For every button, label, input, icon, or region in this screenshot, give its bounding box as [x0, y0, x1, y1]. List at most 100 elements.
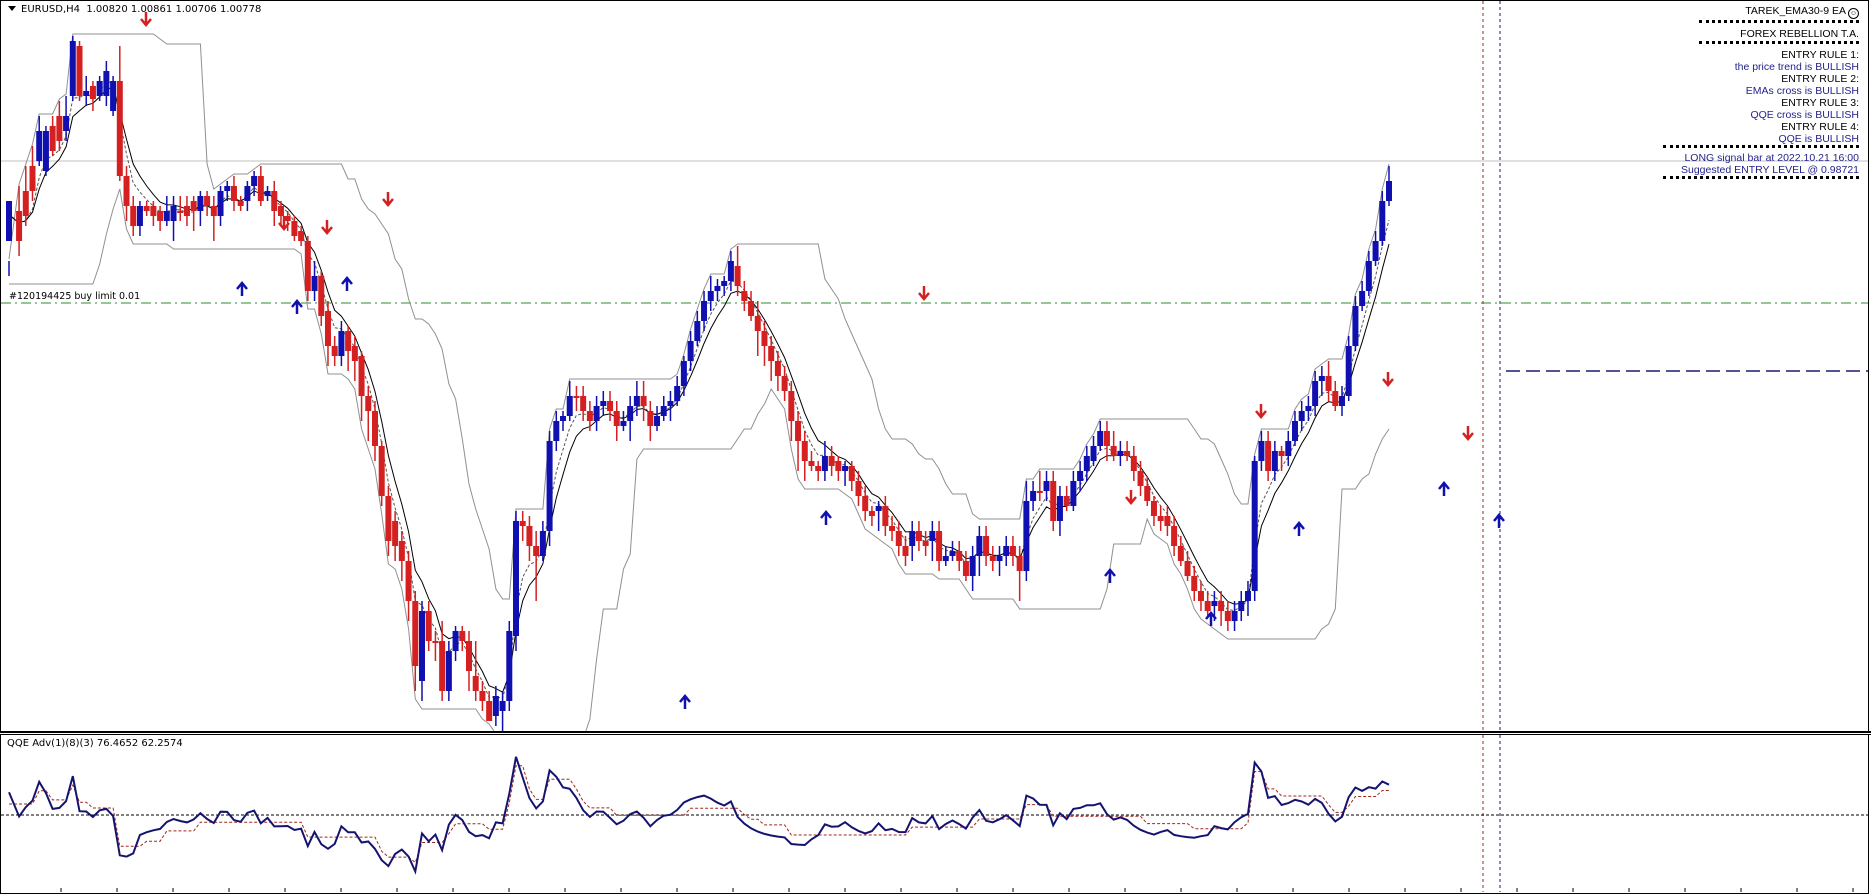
buy-signal-arrow-icon [1104, 568, 1116, 583]
candlestick [1184, 551, 1191, 581]
candle-body [116, 81, 123, 176]
candle-body [539, 531, 546, 556]
candlestick [405, 551, 412, 621]
candle-body [22, 191, 29, 216]
candlestick [264, 186, 271, 201]
candlestick [915, 521, 922, 551]
candle-body [324, 311, 331, 346]
candlestick [324, 301, 331, 366]
candlestick [1218, 591, 1225, 626]
candlestick [1258, 431, 1265, 471]
candle-body [1285, 441, 1292, 456]
candlestick [855, 471, 862, 506]
candle-body [1023, 501, 1030, 571]
candlestick [445, 641, 452, 701]
candlestick [6, 201, 12, 276]
candlestick [1164, 506, 1171, 536]
candle-body [277, 206, 284, 216]
candle-body [915, 531, 922, 541]
candlestick [492, 686, 499, 726]
dotted-separator [1663, 145, 1859, 152]
candle-body [89, 86, 96, 99]
candlestick [519, 511, 526, 541]
qqe-indicator-canvas[interactable] [1, 735, 1868, 892]
candlestick [1191, 566, 1198, 601]
candlestick [734, 246, 741, 296]
candlestick [291, 216, 298, 241]
candlestick [150, 201, 157, 226]
candle-body [217, 191, 224, 216]
candlestick [983, 526, 990, 566]
candle-body [1265, 441, 1272, 471]
candlestick [842, 461, 849, 486]
candle-body [405, 561, 412, 601]
candle-body [1070, 481, 1077, 506]
candlestick [1016, 546, 1023, 601]
candle-body [895, 531, 902, 546]
candle-body [573, 396, 580, 398]
candle-body [298, 231, 305, 241]
candle-body [633, 396, 640, 406]
candlestick [942, 546, 949, 566]
candlestick [714, 279, 721, 301]
candlestick [439, 621, 446, 701]
candle-body [929, 531, 936, 541]
candle-body [150, 206, 157, 216]
candle-body [701, 301, 708, 321]
price-chart-pane[interactable]: EURUSD,H4 1.00820 1.00861 1.00706 1.0077… [1, 1, 1868, 732]
candle-body [727, 261, 734, 281]
candle-body [345, 331, 352, 351]
candle-body [714, 286, 721, 291]
candlestick [1204, 591, 1211, 616]
sell-signal-arrow-icon [1125, 490, 1137, 505]
candlestick [573, 386, 580, 411]
candlestick [848, 461, 855, 491]
candle-body [1016, 556, 1023, 571]
candlestick [513, 511, 520, 651]
collapse-triangle-icon[interactable] [8, 6, 16, 11]
pane-divider[interactable] [0, 731, 1871, 735]
candlestick [1386, 166, 1392, 206]
candlestick [593, 396, 600, 431]
candle-body [815, 466, 822, 471]
candlestick [788, 381, 795, 441]
candlestick [466, 631, 472, 691]
candlestick [1103, 421, 1110, 461]
candle-body [868, 511, 875, 516]
candlestick [277, 201, 284, 226]
candlestick [210, 196, 217, 241]
candle-body [230, 186, 237, 201]
buy-signal-arrow-icon [291, 299, 303, 314]
candle-body [331, 346, 338, 356]
rule-4-value: QQE is BULLISH [1778, 133, 1859, 145]
candlestick [425, 601, 432, 651]
qqe-indicator-pane[interactable]: QQE Adv(1)(8)(3) 76.4652 62.2574 [1, 735, 1868, 892]
candlestick [1083, 446, 1090, 481]
smiley-icon[interactable]: ☺ [1848, 8, 1859, 19]
candle-body [486, 701, 493, 721]
candlestick [936, 521, 943, 571]
candle-body [338, 331, 345, 356]
candle-body [949, 551, 956, 556]
candlestick [754, 301, 761, 356]
candle-body [271, 191, 278, 211]
candle-body [1117, 451, 1124, 456]
candlestick [345, 326, 352, 371]
candlestick [1023, 481, 1030, 581]
candlestick [862, 486, 869, 521]
lower-envelope-line [9, 188, 1390, 732]
buy-limit-order-label[interactable]: #120194425 buy limit 0.01 [9, 291, 141, 302]
candle-body [835, 461, 842, 471]
candle-body [398, 541, 405, 561]
candlestick [459, 626, 466, 651]
candle-body [29, 166, 36, 191]
candle-body [989, 556, 996, 561]
candlestick [801, 431, 808, 481]
candle-body [318, 276, 325, 316]
price-chart-canvas[interactable] [1, 1, 1868, 732]
candle-body [1083, 456, 1090, 471]
candle-body [432, 641, 439, 643]
candle-body [83, 91, 90, 96]
ea-brand: FOREX REBELLION T.A. [1740, 28, 1859, 40]
candle-body [69, 41, 76, 96]
